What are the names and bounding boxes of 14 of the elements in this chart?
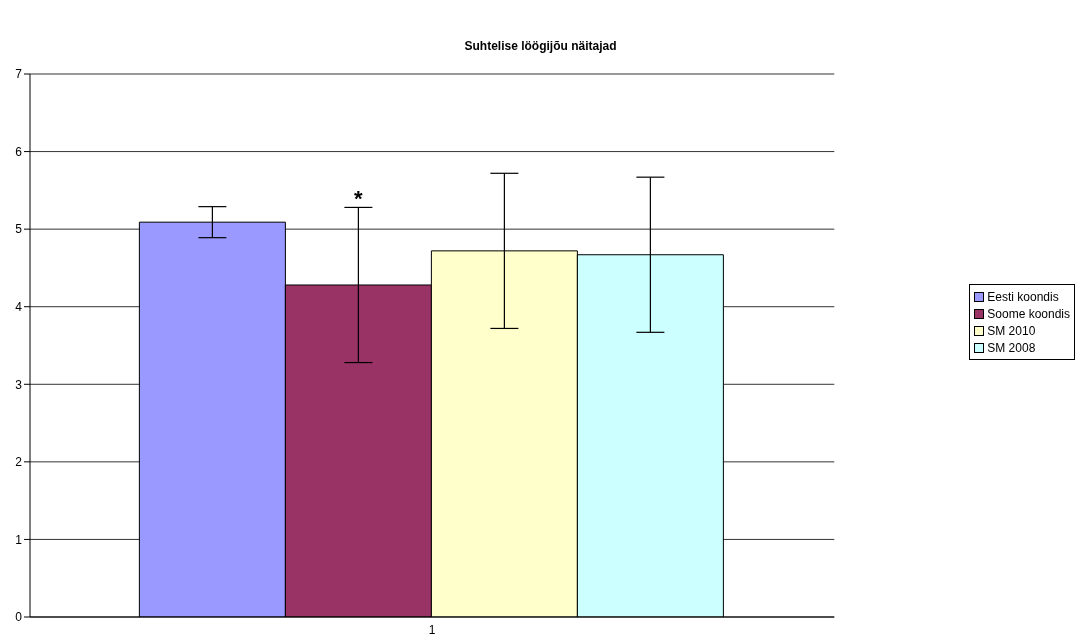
chart-title: Suhtelise löögijõu näitajad [463, 39, 618, 53]
y-tick-label: 2 [15, 455, 23, 470]
y-tick-label: 7 [15, 67, 23, 82]
y-tick-label: 3 [15, 377, 23, 392]
y-tick-label: 1 [15, 532, 23, 547]
legend-label: SM 2010 [987, 323, 1036, 338]
legend-label: Soome koondis [987, 306, 1070, 321]
y-tick-label: 5 [15, 222, 23, 237]
annotation: * [354, 185, 364, 211]
y-tick-label: 4 [15, 299, 23, 314]
y-tick-label: 6 [15, 144, 23, 159]
legend-label: Eesti koondis [987, 289, 1059, 304]
legend-label: SM 2008 [987, 340, 1036, 355]
y-tick-label: 0 [15, 610, 23, 625]
